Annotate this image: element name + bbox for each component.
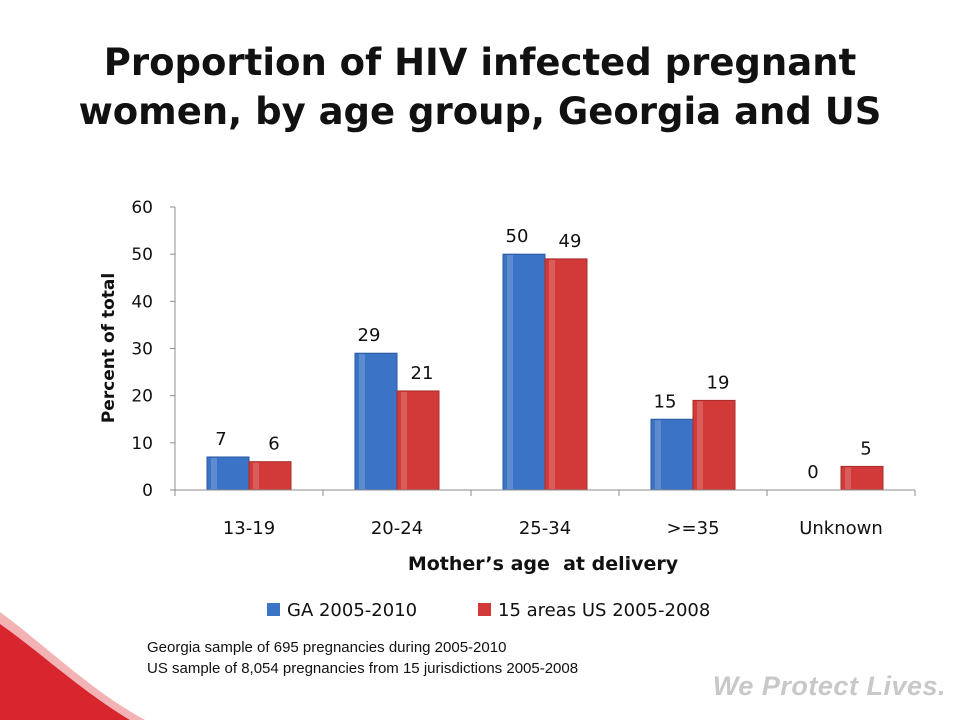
note-georgia: Georgia sample of 695 pregnancies during… — [147, 639, 507, 656]
x-tick-label: >=35 — [666, 518, 719, 539]
bar-ga — [354, 352, 398, 491]
bar-us — [396, 390, 440, 491]
y-tick-label: 50 — [131, 245, 153, 265]
slogan: We Protect Lives. — [712, 671, 946, 701]
data-label-ga: 15 — [654, 391, 677, 412]
data-label-us: 49 — [559, 231, 582, 252]
bar-highlight — [401, 391, 407, 489]
x-tick-label: 25-34 — [519, 518, 571, 539]
bar-highlight — [549, 259, 555, 489]
y-tick-label: 0 — [142, 481, 153, 501]
y-axis-title: Percent of total — [99, 273, 119, 423]
data-label-us: 21 — [411, 363, 434, 384]
legend-label-us: 15 areas US 2005-2008 — [498, 600, 710, 621]
page-title: Proportion of HIV infected pregnant wome… — [0, 38, 960, 136]
bar-highlight — [507, 255, 513, 489]
bar-highlight — [655, 420, 661, 489]
legend-swatch-us — [478, 603, 491, 616]
y-tick-label: 30 — [131, 340, 153, 360]
bar-us — [544, 258, 588, 491]
bar-highlight — [845, 467, 851, 489]
x-tick-label: 13-19 — [223, 518, 275, 539]
data-label-ga: 7 — [215, 429, 226, 450]
bar-ga — [206, 456, 250, 491]
legend-label-ga: GA 2005-2010 — [287, 600, 417, 621]
bar-highlight — [359, 354, 365, 489]
y-tick-label: 20 — [131, 387, 153, 407]
bar-highlight — [253, 462, 259, 489]
bar-ga — [502, 253, 546, 491]
bar-highlight — [211, 457, 217, 489]
data-label-ga: 29 — [358, 325, 381, 346]
y-tick-label: 60 — [131, 198, 153, 218]
bar-us — [692, 399, 736, 491]
title-line-2: women, by age group, Georgia and US — [78, 90, 882, 133]
y-tick-label: 10 — [131, 434, 153, 454]
x-axis-title: Mother’s age at delivery — [408, 553, 679, 575]
title-line-1: Proportion of HIV infected pregnant — [103, 41, 857, 84]
bar-highlight — [697, 401, 703, 489]
x-tick-label: Unknown — [799, 518, 883, 539]
bar-chart: 0 10 20 30 40 50 60 7 6 29 21 50 49 15 19 0 5 13-19 20-2… — [99, 198, 916, 621]
note-us: US sample of 8,054 pregnancies from 15 j… — [147, 660, 579, 677]
data-label-us: 5 — [860, 438, 871, 459]
legend-swatch-ga — [267, 603, 280, 616]
sample-notes: Georgia sample of 695 pregnancies during… — [147, 637, 578, 679]
data-label-us: 6 — [268, 434, 279, 455]
x-tick-label: 20-24 — [371, 518, 423, 539]
y-tick-label: 40 — [131, 292, 153, 312]
data-label-ga: 0 — [807, 462, 818, 483]
data-label-ga: 50 — [506, 226, 529, 247]
data-label-us: 19 — [707, 372, 730, 393]
legend: GA 2005-2010 15 areas US 2005-2008 — [267, 600, 710, 621]
